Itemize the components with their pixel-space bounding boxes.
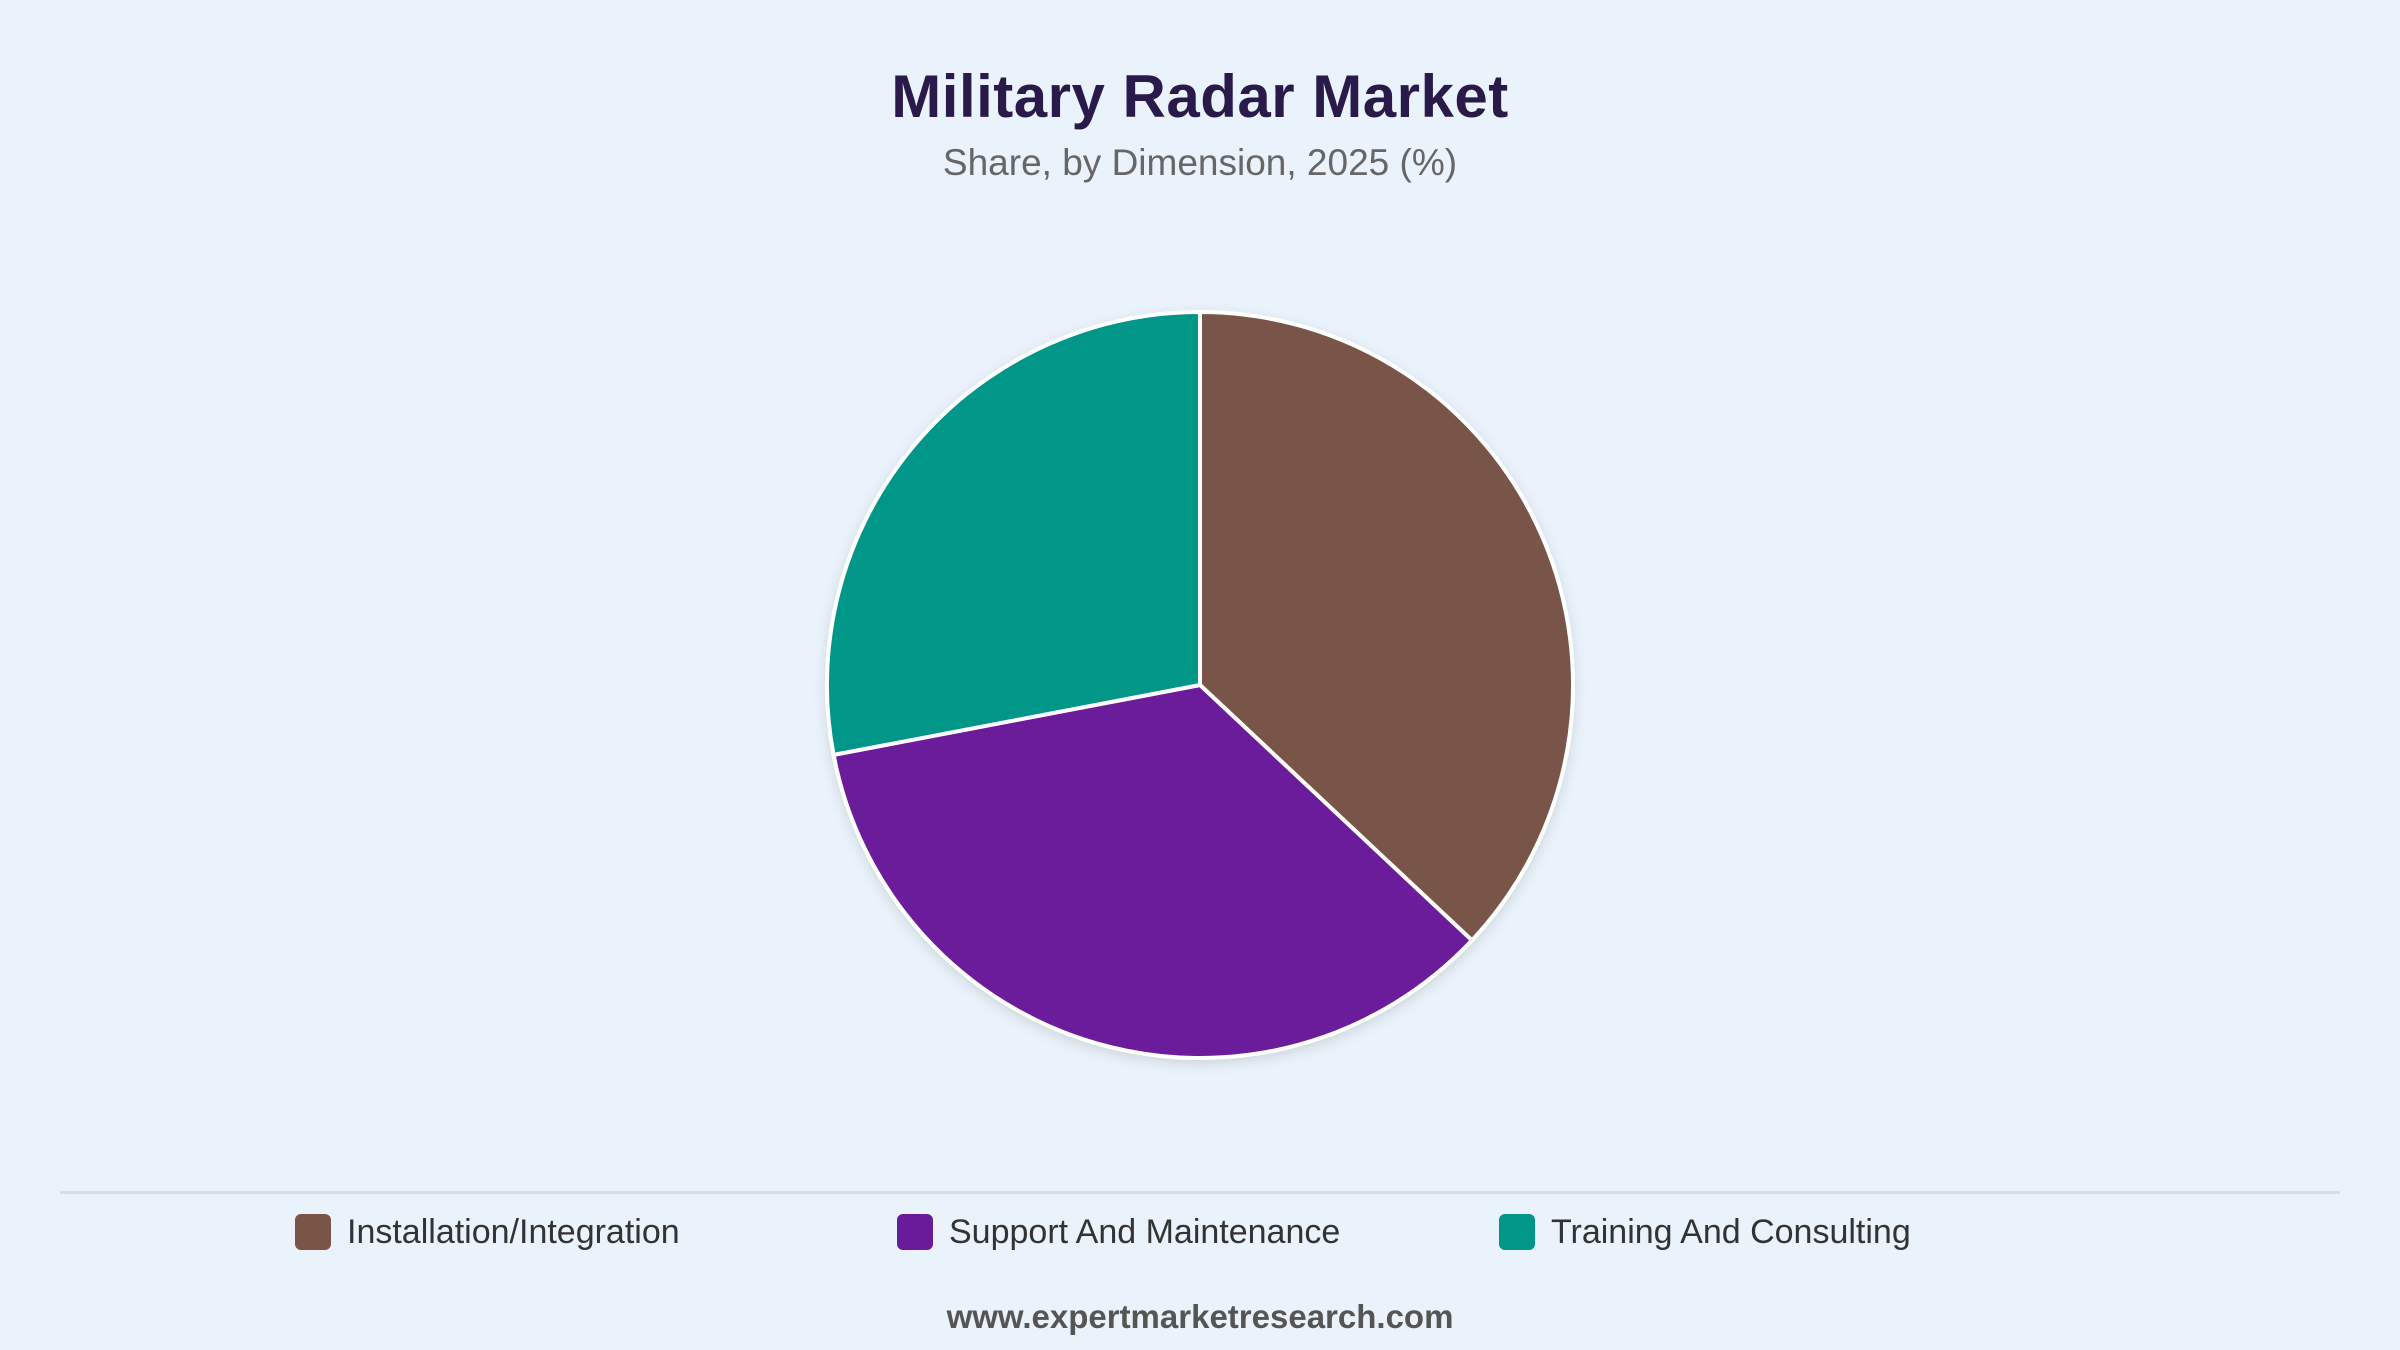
source-footer: www.expertmarketresearch.com [946,1298,1454,1335]
legend-label: Support And Maintenance [949,1212,1341,1251]
pie-slice-support-and-maintenance[interactable] [831,683,1474,1061]
legend-label: Training And Consulting [1551,1212,1911,1251]
pie-slices [825,310,1575,1061]
legend-item-training-and-consulting[interactable]: Training And Consulting [1499,1208,1911,1256]
chart-subtitle: Share, by Dimension, 2025 (%) [942,142,1458,183]
chart-legend: Installation/Integration Support And Mai… [0,1208,2400,1256]
legend-item-installation-integration[interactable]: Installation/Integration [295,1208,680,1256]
chart-title: Military Radar Market [891,63,1509,130]
legend-swatch [1499,1214,1535,1250]
pie-chart [825,310,1575,1061]
pie-slice-installation-integration[interactable] [1198,310,1575,943]
legend-swatch [295,1214,331,1250]
legend-item-support-and-maintenance[interactable]: Support And Maintenance [897,1208,1340,1256]
legend-label: Installation/Integration [347,1212,680,1251]
pie-slice-training-and-consulting[interactable] [825,310,1202,757]
legend-swatch [897,1214,933,1250]
legend-divider [60,1191,2340,1194]
